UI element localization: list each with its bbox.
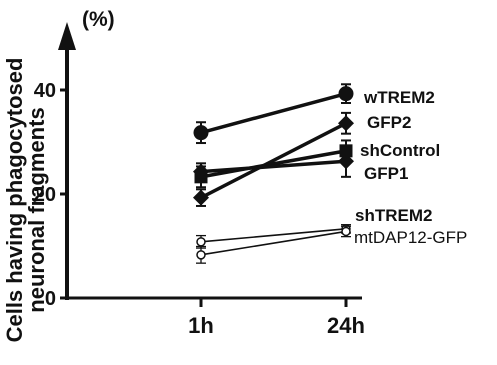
- series-label: GFP2: [367, 113, 411, 132]
- x-tick-label: 1h: [188, 313, 214, 338]
- y-axis-label: Cells having phagocytosed neuronal fragm…: [2, 58, 49, 343]
- series-label: mtDAP12-GFP: [354, 228, 467, 247]
- y-axis-arrow: [58, 22, 76, 50]
- data-point: [193, 189, 209, 206]
- series-line: [200, 159, 347, 174]
- data-point: [193, 125, 209, 141]
- y-axis-label-line1: Cells having phagocytosed: [2, 58, 27, 343]
- data-point: [341, 226, 351, 237]
- series-label: wTREM2: [363, 88, 435, 107]
- x-tick-label: 24h: [327, 313, 365, 338]
- series-layer: [193, 83, 354, 264]
- series-line: [200, 121, 347, 200]
- series-GFP2: [193, 111, 354, 207]
- series-label: shTREM2: [355, 206, 432, 225]
- series-line: [200, 228, 347, 243]
- y-tick-label: 20: [34, 184, 56, 206]
- y-ticks: 0 20 40: [34, 80, 67, 310]
- y-axis-label-line2: neuronal fragments: [24, 107, 49, 312]
- series-line: [200, 230, 347, 256]
- data-point: [196, 250, 206, 260]
- series-label: GFP1: [364, 164, 408, 183]
- y-tick-label: 0: [45, 288, 56, 310]
- series-GFP1: [193, 144, 354, 181]
- series-mtDAP12-GFP: [196, 225, 351, 264]
- y-tick-label: 40: [34, 80, 56, 102]
- series-labels: wTREM2 GFP2 shControl GFP1 shTREM2 mtDAP12-GF…: [354, 88, 467, 247]
- data-point: [338, 153, 354, 170]
- series-wTREM2: [193, 83, 354, 145]
- data-point: [193, 163, 209, 180]
- x-ticks: 1h 24h: [188, 298, 365, 338]
- data-point: [338, 86, 354, 102]
- data-point: [338, 115, 354, 132]
- series-label: shControl: [360, 141, 440, 160]
- series-line: [200, 149, 347, 179]
- series-shTREM2: [196, 224, 351, 249]
- y-unit-label: (%): [82, 8, 115, 31]
- data-point: [196, 237, 206, 247]
- series-line: [200, 91, 347, 135]
